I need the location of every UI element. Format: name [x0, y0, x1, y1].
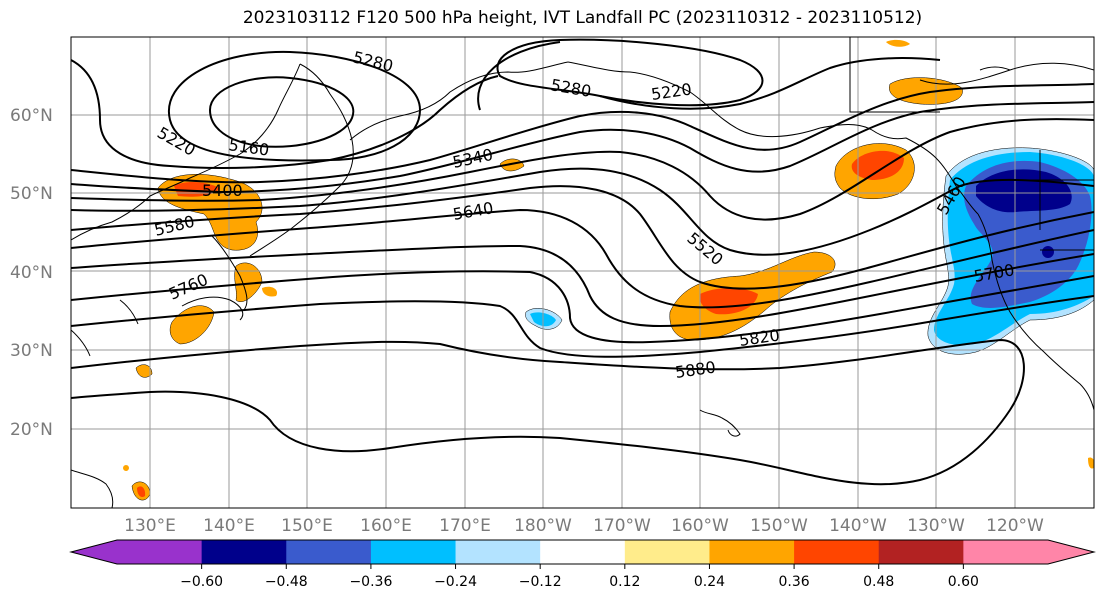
colorbar-tick-label: −0.48: [265, 574, 308, 590]
lon-label: 150°W: [750, 516, 808, 536]
lat-label: 60°N: [10, 106, 53, 126]
colorbar-segment: [455, 540, 541, 564]
colorbar-tick-label: −0.36: [349, 574, 392, 590]
lon-label: 140°W: [829, 516, 887, 536]
latitude-labels: 60°N 50°N 40°N 30°N 20°N: [10, 106, 53, 440]
colorbar-tick-label: −0.60: [180, 574, 223, 590]
colorbar-segment: [201, 540, 287, 564]
colorbar-tick-label: 0.48: [863, 574, 894, 590]
colorbar-segment: [286, 540, 372, 564]
colorbar-segment: [117, 540, 203, 564]
lon-label: 150°E: [281, 516, 333, 536]
colorbar-extend-high: [1048, 540, 1094, 564]
map-title: 2023103112 F120 500 hPa height, IVT Land…: [242, 8, 923, 28]
colorbar: −0.60 −0.48 −0.36 −0.24 −0.12 0.12 0.24 0.36 0.4…: [69, 539, 1096, 590]
colorbar-extend-low: [71, 540, 117, 564]
colorbar-segment: [540, 540, 626, 564]
colorbar-tick-label: −0.24: [434, 574, 477, 590]
lon-label: 160°W: [671, 516, 729, 536]
colorbar-segment: [370, 540, 457, 564]
colorbar-segment: [794, 540, 880, 564]
lon-label: 180°W: [514, 516, 572, 536]
graticule: [71, 37, 1094, 508]
colorbar-segment: [624, 540, 710, 564]
colorbar-tick-label: 0.12: [609, 574, 640, 590]
lon-label: 170°W: [593, 516, 651, 536]
lat-label: 40°N: [10, 263, 53, 283]
lat-label: 20°N: [10, 420, 53, 440]
lon-label: 120°W: [986, 516, 1044, 536]
lon-label: 140°E: [203, 516, 255, 536]
longitude-labels: 130°E 140°E 150°E 160°E 170°E 180°W 170°…: [124, 516, 1044, 536]
colorbar-outline: [69, 539, 1096, 565]
lon-label: 130°W: [907, 516, 965, 536]
colorbar-segment: [709, 540, 795, 564]
colorbar-tick-label: 0.24: [694, 574, 725, 590]
map-frame: [70, 36, 1095, 509]
lon-label: 170°E: [439, 516, 491, 536]
colorbar-tick-label: 0.36: [779, 574, 810, 590]
colorbar-segment: [878, 540, 964, 564]
map-area: [71, 37, 1094, 508]
lon-label: 160°E: [360, 516, 412, 536]
colorbar-tick-label: −0.12: [519, 574, 562, 590]
colorbar-segment: [963, 540, 1049, 564]
lat-label: 50°N: [10, 184, 53, 204]
colorbar-tick-label: 0.60: [948, 574, 979, 590]
contour-label: 5400: [202, 181, 243, 200]
lat-label: 30°N: [10, 341, 53, 361]
height-contours: [71, 38, 1094, 486]
lon-label: 130°E: [124, 516, 176, 536]
